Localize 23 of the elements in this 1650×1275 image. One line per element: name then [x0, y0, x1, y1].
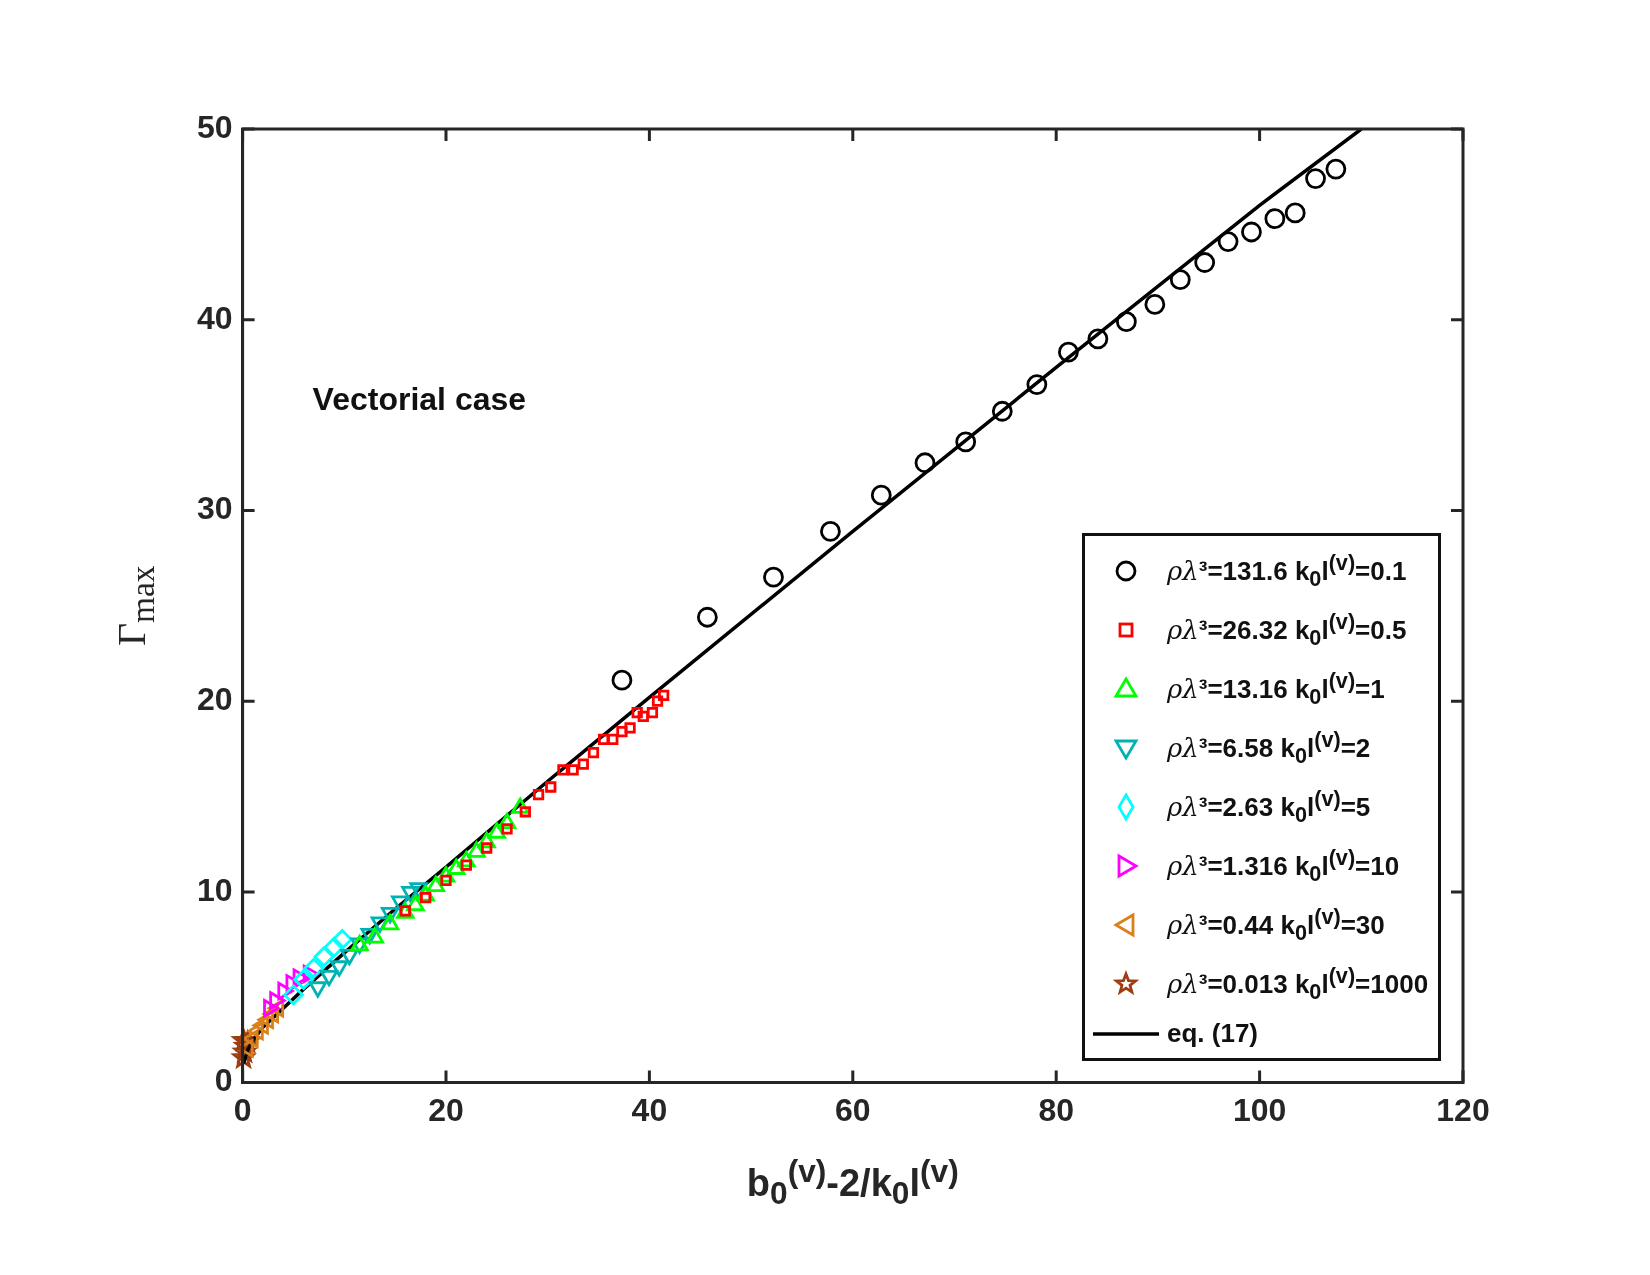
x-axis-title: b$_{0}$$^{(v)}$-2/k$_{0}$l$^{(v)}$ [746, 1152, 959, 1212]
legend-label: ρλ³=2.63 k$_{0}$l$^{(v)}$=5 [1167, 786, 1371, 829]
y-tick-label: 20 [197, 680, 233, 717]
x-tick-label: 100 [1232, 1091, 1287, 1128]
legend-label: ρλ³=26.32 k$_{0}$l$^{(v)}$=0.5 [1167, 609, 1407, 652]
legend-label: ρλ³=13.16 k$_{0}$l$^{(v)}$=1 [1167, 668, 1385, 711]
x-tick-label: 60 [835, 1091, 871, 1128]
legend-label: ρλ³=0.44 k$_{0}$l$^{(v)}$=30 [1167, 904, 1385, 947]
y-tick-label: 10 [197, 871, 233, 908]
annotation: Vectorial case [312, 381, 527, 418]
y-tick-label: 50 [197, 108, 233, 145]
legend-label: ρλ³=131.6 k$_{0}$l$^{(v)}$=0.1 [1167, 550, 1407, 593]
legend-label: ρλ³=0.013 k$_{0}$l$^{(v)}$=1000 [1167, 963, 1429, 1006]
legend-label: ρλ³=6.58 k$_{0}$l$^{(v)}$=2 [1167, 727, 1371, 770]
x-tick-label: 120 [1436, 1091, 1490, 1128]
x-tick-label: 80 [1038, 1091, 1074, 1128]
x-tick-label: 20 [428, 1091, 464, 1128]
y-tick-label: 0 [214, 1062, 233, 1099]
y-tick-label: 40 [197, 299, 233, 336]
y-tick-label: 30 [197, 490, 233, 527]
legend-label: eq. (17) [1167, 1018, 1259, 1050]
legend-label: ρλ³=1.316 k$_{0}$l$^{(v)}$=10 [1167, 845, 1400, 888]
x-tick-label: 40 [631, 1091, 668, 1128]
